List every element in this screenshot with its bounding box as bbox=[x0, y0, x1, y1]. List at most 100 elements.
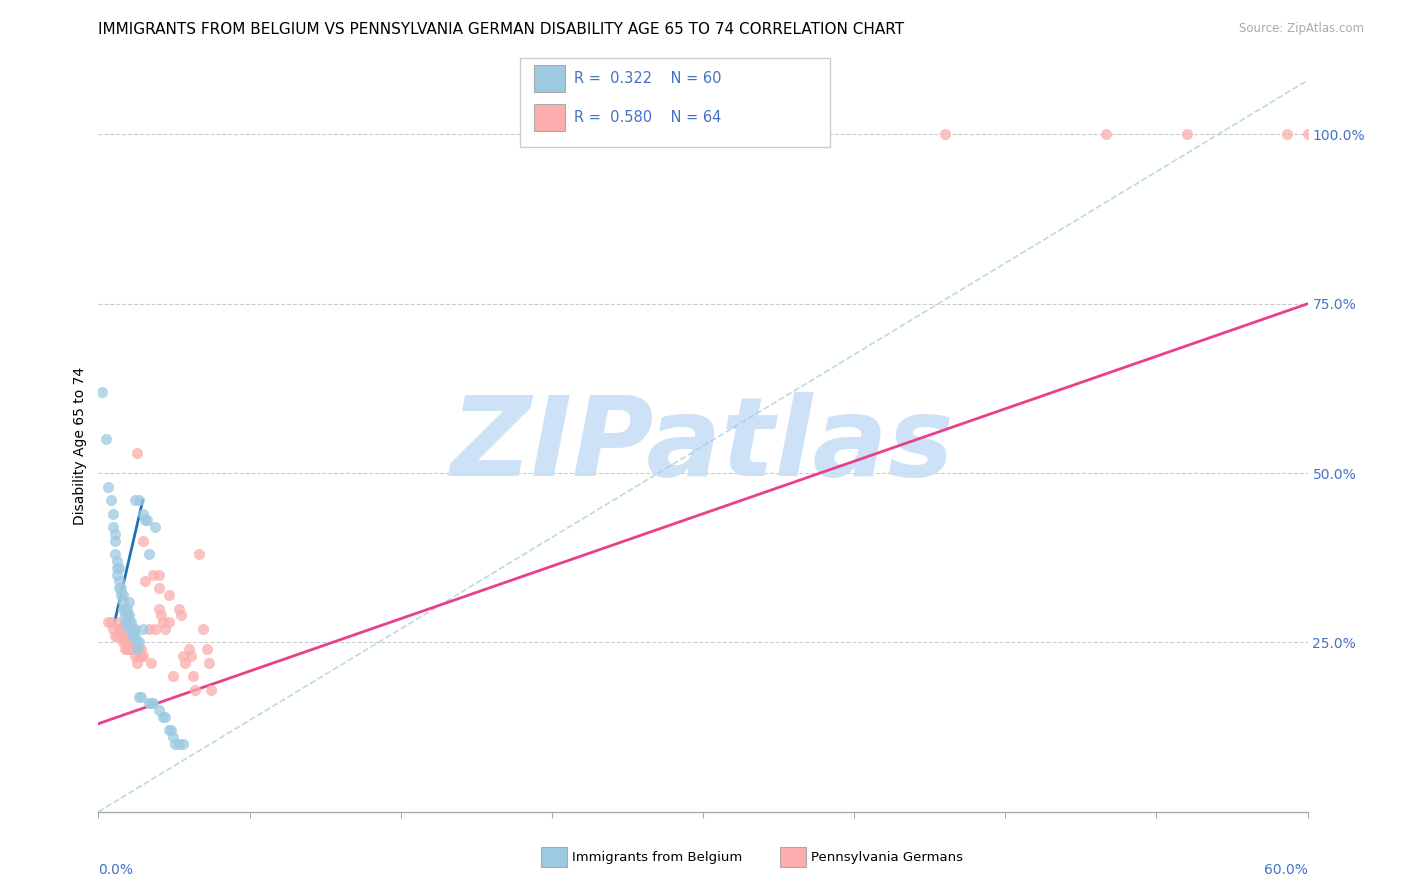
Point bbox=[100, 493, 122, 508]
Point bbox=[148, 703, 170, 717]
Point bbox=[125, 635, 148, 649]
Point bbox=[111, 601, 134, 615]
Point bbox=[188, 547, 211, 561]
Point bbox=[138, 622, 160, 636]
Point bbox=[184, 682, 207, 697]
Point bbox=[105, 561, 128, 575]
Point bbox=[149, 608, 172, 623]
Point bbox=[157, 723, 180, 738]
Text: R =  0.580    N = 64: R = 0.580 N = 64 bbox=[574, 111, 721, 125]
Text: Immigrants from Belgium: Immigrants from Belgium bbox=[572, 851, 742, 863]
Point bbox=[125, 446, 148, 460]
Point bbox=[121, 629, 143, 643]
Point bbox=[107, 615, 129, 629]
Point bbox=[139, 656, 162, 670]
Point bbox=[107, 581, 129, 595]
Text: 0.0%: 0.0% bbox=[98, 863, 134, 877]
Point bbox=[152, 615, 174, 629]
Point bbox=[114, 615, 136, 629]
Point bbox=[179, 642, 201, 657]
Point bbox=[1095, 128, 1118, 142]
Point bbox=[139, 697, 162, 711]
Point bbox=[101, 507, 124, 521]
Point bbox=[107, 574, 129, 589]
Point bbox=[101, 622, 124, 636]
Point bbox=[128, 635, 150, 649]
Point bbox=[167, 601, 190, 615]
Point bbox=[105, 629, 128, 643]
Point bbox=[120, 615, 142, 629]
Point bbox=[193, 622, 215, 636]
Point bbox=[121, 635, 143, 649]
Point bbox=[148, 567, 170, 582]
Text: ZIPatlas: ZIPatlas bbox=[451, 392, 955, 500]
Point bbox=[118, 622, 141, 636]
Point bbox=[118, 635, 141, 649]
Point bbox=[120, 622, 142, 636]
Point bbox=[132, 507, 155, 521]
Point bbox=[138, 547, 160, 561]
Point bbox=[129, 642, 152, 657]
Text: IMMIGRANTS FROM BELGIUM VS PENNSYLVANIA GERMAN DISABILITY AGE 65 TO 74 CORRELATI: IMMIGRANTS FROM BELGIUM VS PENNSYLVANIA … bbox=[98, 22, 904, 37]
Point bbox=[114, 642, 136, 657]
Point bbox=[124, 642, 146, 657]
Point bbox=[101, 520, 124, 534]
Text: Source: ZipAtlas.com: Source: ZipAtlas.com bbox=[1239, 22, 1364, 36]
Point bbox=[110, 622, 132, 636]
Point bbox=[132, 648, 155, 663]
Point bbox=[100, 615, 122, 629]
Point bbox=[120, 642, 142, 657]
Point bbox=[96, 432, 118, 446]
Point bbox=[115, 608, 138, 623]
Point bbox=[118, 615, 141, 629]
Point bbox=[114, 608, 136, 623]
Point bbox=[114, 629, 136, 643]
Point bbox=[170, 608, 193, 623]
Point bbox=[200, 682, 222, 697]
Point bbox=[111, 595, 134, 609]
Point bbox=[153, 622, 176, 636]
Point bbox=[124, 493, 146, 508]
Point bbox=[172, 648, 194, 663]
Point bbox=[110, 588, 132, 602]
Point bbox=[105, 567, 128, 582]
Point bbox=[121, 622, 143, 636]
Text: 60.0%: 60.0% bbox=[1264, 863, 1308, 877]
Point bbox=[153, 710, 176, 724]
Point bbox=[174, 656, 197, 670]
Point bbox=[167, 737, 190, 751]
Point bbox=[111, 622, 134, 636]
Point bbox=[195, 642, 218, 657]
Point bbox=[125, 642, 148, 657]
Text: R =  0.322    N = 60: R = 0.322 N = 60 bbox=[574, 71, 721, 86]
Point bbox=[107, 561, 129, 575]
Point bbox=[110, 581, 132, 595]
Point bbox=[103, 547, 125, 561]
Point bbox=[152, 710, 174, 724]
Point bbox=[134, 574, 156, 589]
Point bbox=[115, 601, 138, 615]
Point bbox=[114, 635, 136, 649]
Point bbox=[115, 635, 138, 649]
Text: Pennsylvania Germans: Pennsylvania Germans bbox=[811, 851, 963, 863]
Point bbox=[143, 622, 166, 636]
Point bbox=[103, 527, 125, 541]
Point bbox=[114, 601, 136, 615]
Point bbox=[111, 635, 134, 649]
Point bbox=[1175, 128, 1198, 142]
Point bbox=[118, 595, 141, 609]
Point bbox=[134, 514, 156, 528]
Point bbox=[135, 514, 157, 528]
Point bbox=[181, 669, 204, 683]
Point bbox=[128, 648, 150, 663]
Point bbox=[103, 629, 125, 643]
Point bbox=[132, 533, 155, 548]
Point bbox=[124, 629, 146, 643]
Point bbox=[125, 642, 148, 657]
Point bbox=[142, 567, 165, 582]
Point bbox=[148, 601, 170, 615]
Point bbox=[142, 697, 165, 711]
Point bbox=[105, 554, 128, 568]
Point bbox=[115, 629, 138, 643]
Point bbox=[162, 669, 184, 683]
